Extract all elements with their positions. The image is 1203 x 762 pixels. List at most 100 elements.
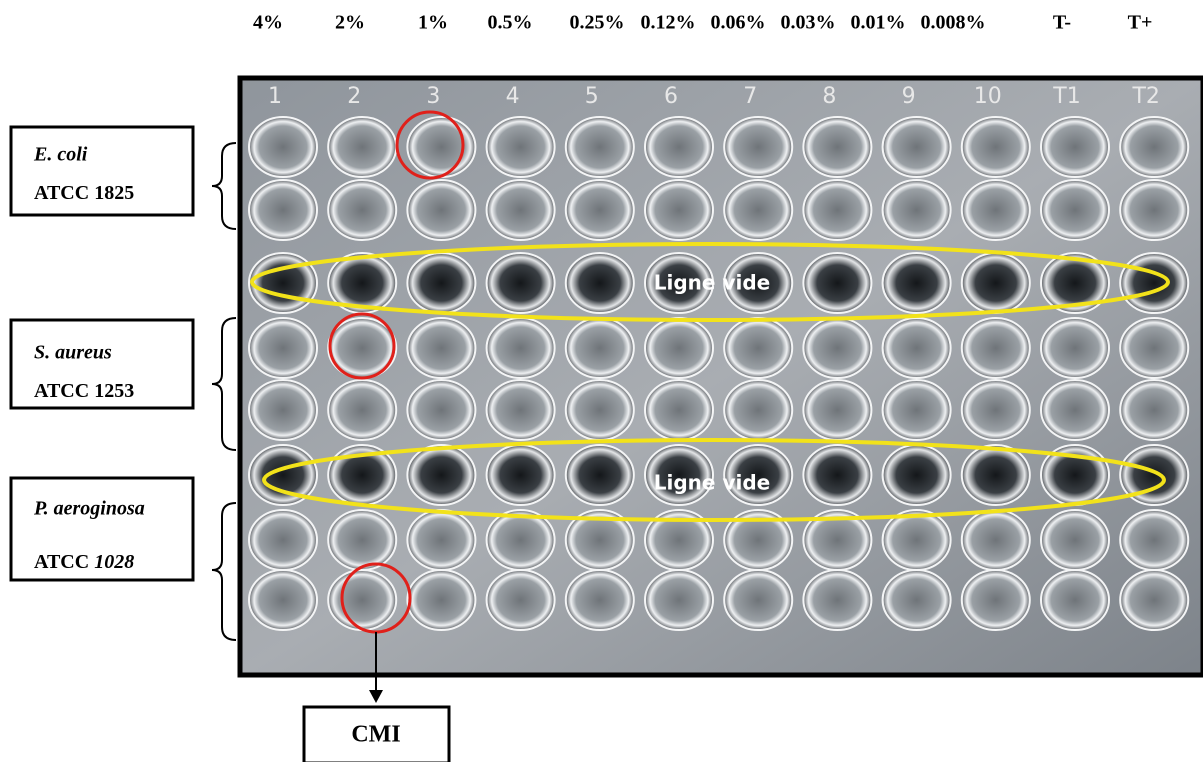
well (724, 570, 792, 630)
strain-name: S. aureus (34, 342, 112, 364)
well (328, 380, 396, 440)
well (407, 510, 475, 570)
well (962, 570, 1030, 630)
concentration: 0.12% (641, 12, 696, 34)
well (487, 253, 555, 313)
well (645, 117, 713, 177)
well (1041, 117, 1109, 177)
well (566, 570, 634, 630)
well (407, 318, 475, 378)
well (883, 318, 951, 378)
well (566, 445, 634, 505)
well (962, 117, 1030, 177)
column-number: 5 (585, 84, 599, 109)
brace (212, 318, 236, 450)
well (249, 180, 317, 240)
well (249, 510, 317, 570)
well (1120, 318, 1188, 378)
column-number: 8 (822, 84, 836, 109)
well (407, 180, 475, 240)
arrow-head (369, 690, 383, 703)
well (487, 318, 555, 378)
well (962, 380, 1030, 440)
strain-id: ATCC 1253 (34, 380, 134, 402)
well (407, 445, 475, 505)
well (487, 570, 555, 630)
well (1041, 180, 1109, 240)
well (328, 117, 396, 177)
concentration: T+ (1128, 12, 1153, 34)
well (487, 380, 555, 440)
well (566, 253, 634, 313)
well (566, 117, 634, 177)
concentration: 4% (253, 12, 283, 34)
well (803, 253, 871, 313)
concentration: 0.01% (851, 12, 906, 34)
well (249, 380, 317, 440)
well (487, 180, 555, 240)
well (487, 117, 555, 177)
well (645, 380, 713, 440)
well (328, 180, 396, 240)
concentration: 0.5% (488, 12, 533, 34)
well (803, 570, 871, 630)
well (407, 380, 475, 440)
well (407, 570, 475, 630)
well (962, 180, 1030, 240)
brace (212, 503, 236, 640)
empty-row-label: Ligne vide (654, 471, 770, 495)
well (1120, 117, 1188, 177)
strain-id: ATCC 1825 (34, 182, 134, 204)
number: 1253 (94, 380, 134, 402)
concentration: 2% (335, 12, 365, 34)
well (1120, 570, 1188, 630)
collection: ATCC (34, 380, 89, 402)
well (1120, 180, 1188, 240)
well (724, 180, 792, 240)
empty-row-label: Ligne vide (654, 271, 770, 295)
column-number: 10 (974, 84, 1002, 109)
collection: ATCC (34, 182, 89, 204)
well (566, 180, 634, 240)
concentration: 1% (418, 12, 448, 34)
well (328, 570, 396, 630)
well (724, 117, 792, 177)
column-number: 6 (664, 84, 678, 109)
well (962, 510, 1030, 570)
concentration: 0.008% (921, 12, 986, 34)
well (1120, 253, 1188, 313)
column-number: 2 (347, 84, 361, 109)
well (724, 380, 792, 440)
well (645, 570, 713, 630)
well (249, 318, 317, 378)
well (566, 318, 634, 378)
strain-name: E. coli (33, 144, 88, 166)
well (803, 180, 871, 240)
well (883, 445, 951, 505)
well (407, 253, 475, 313)
well (645, 318, 713, 378)
concentration: 0.25% (570, 12, 625, 34)
well (883, 510, 951, 570)
well (883, 570, 951, 630)
well (1041, 380, 1109, 440)
concentration: 0.03% (781, 12, 836, 34)
number: 1825 (94, 182, 134, 204)
well (962, 318, 1030, 378)
figure: 12345678910T1T2 4%2%1%0.5%0.25%0.12%0.06… (0, 0, 1203, 762)
strain-id: ATCC 1028 (34, 551, 134, 573)
well (883, 253, 951, 313)
well (724, 318, 792, 378)
column-number: 1 (268, 84, 282, 109)
well (803, 318, 871, 378)
column-number: 9 (902, 84, 916, 109)
concentration-header: 4%2%1%0.5%0.25%0.12%0.06%0.03%0.01%0.008… (253, 12, 1152, 34)
well (803, 445, 871, 505)
well (1041, 510, 1109, 570)
well (249, 570, 317, 630)
number: 1028 (94, 551, 134, 573)
well (1120, 510, 1188, 570)
brace (212, 143, 236, 229)
well (328, 510, 396, 570)
column-number: 3 (426, 84, 440, 109)
